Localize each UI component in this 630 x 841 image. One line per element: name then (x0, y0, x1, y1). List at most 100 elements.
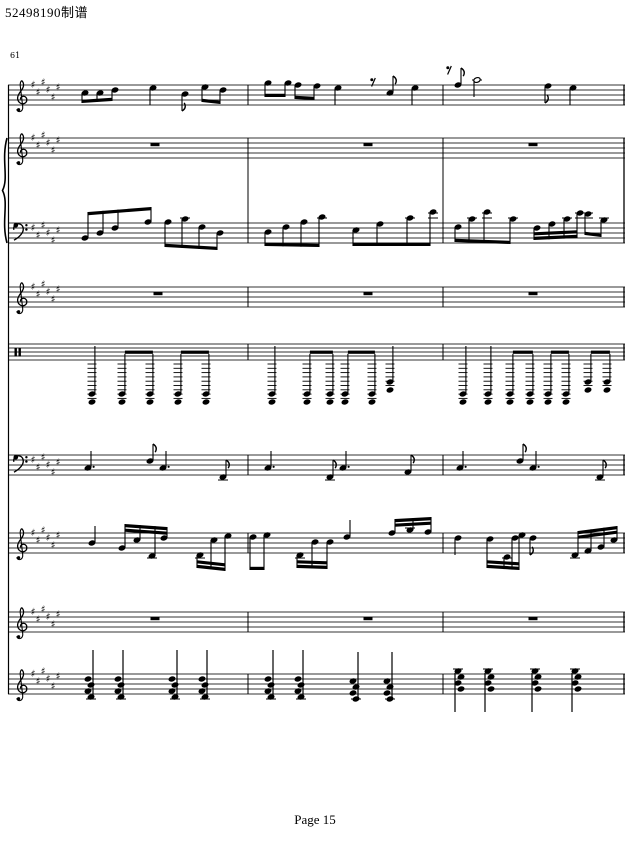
treble-clef-icon (16, 607, 24, 640)
beam (585, 231, 601, 237)
beam (197, 560, 225, 567)
sharp-icon: ♯ (41, 280, 46, 291)
notehead-icon (383, 678, 391, 684)
treble-clef-icon (16, 80, 28, 113)
treble-clef-icon (16, 528, 28, 561)
bass-clef-icon (25, 224, 28, 227)
sharp-icon: ♯ (31, 223, 36, 234)
sharp-icon: ♯ (46, 612, 51, 623)
notehead-icon (352, 696, 360, 702)
whole-rest-icon (150, 143, 160, 147)
eighth-flag-icon (225, 459, 230, 469)
sharp-icon: ♯ (41, 605, 46, 616)
staff-3-piano-lh-lines (8, 222, 625, 244)
sharp-icon: ♯ (31, 133, 36, 144)
treble-clef-icon (16, 607, 28, 632)
eighth-rest-icon (370, 78, 374, 82)
sharp-icon: ♯ (51, 295, 56, 306)
sharp-icon: ♯ (46, 674, 51, 685)
notehead-icon (571, 668, 579, 674)
treble-clef-icon (16, 282, 28, 315)
whole-rest-icon (363, 617, 373, 621)
page-footer: Page 15 (294, 812, 336, 827)
treble-clef-icon (17, 161, 21, 165)
augmentation-dot-icon (92, 465, 95, 468)
eighth-flag-icon (602, 459, 607, 469)
sharp-icon: ♯ (31, 282, 36, 293)
notehead-icon (383, 690, 391, 696)
beam (125, 528, 167, 535)
sharp-icon: ♯ (41, 131, 46, 142)
beam (297, 564, 327, 569)
notehead-icon (114, 676, 122, 682)
notehead-icon (457, 674, 465, 680)
notehead-icon (341, 399, 349, 405)
sharp-icon: ♯ (31, 607, 36, 618)
sharp-icon: ♯ (46, 85, 51, 96)
notehead-icon (171, 682, 179, 688)
sharp-icon: ♯ (36, 141, 41, 152)
notehead-icon (297, 694, 305, 700)
notehead-icon (201, 682, 209, 688)
beam (165, 243, 217, 250)
treble-clef-icon (16, 528, 28, 553)
sharp-icon: ♯ (41, 221, 46, 232)
sharp-icon: ♯ (41, 526, 46, 537)
sharp-icon: ♯ (36, 536, 41, 547)
beam (124, 350, 153, 354)
treble-clef-icon (16, 528, 24, 561)
whole-rest-icon (153, 292, 163, 296)
notehead-icon (198, 676, 206, 682)
whole-rest-icon (528, 292, 538, 296)
beam (353, 242, 430, 246)
sharp-icon: ♯ (41, 667, 46, 678)
whole-rest-icon (363, 143, 373, 147)
notehead-icon (267, 694, 275, 700)
bass-clef-icon (25, 460, 28, 463)
sharp-icon: ♯ (36, 290, 41, 301)
eighth-flag-icon (460, 67, 465, 77)
notehead-icon (84, 688, 92, 694)
notehead-icon (562, 399, 570, 405)
bass-clef-icon (25, 228, 28, 231)
treble-clef-icon (17, 697, 21, 701)
sharp-icon: ♯ (56, 458, 61, 469)
beam (512, 350, 533, 354)
notehead-icon (88, 399, 96, 405)
notehead-icon (267, 682, 275, 688)
sharp-icon: ♯ (36, 615, 41, 626)
treble-clef-icon (16, 669, 24, 702)
sharp-icon: ♯ (56, 672, 61, 683)
treble-clef-icon (16, 282, 24, 315)
beam (197, 564, 225, 571)
eighth-flag-icon (544, 94, 549, 104)
sharp-icon: ♯ (36, 463, 41, 474)
notehead-icon (454, 668, 462, 674)
beam (578, 530, 617, 539)
notehead-icon (294, 688, 302, 694)
beam (550, 350, 569, 354)
eighth-flag-icon (410, 454, 415, 464)
treble-clef-icon (16, 607, 28, 640)
bass-clef-icon (25, 456, 28, 459)
sharp-icon: ♯ (56, 136, 61, 147)
sharp-icon: ♯ (36, 88, 41, 99)
sharp-icon: ♯ (51, 541, 56, 552)
notehead-icon (368, 399, 376, 405)
sharp-icon: ♯ (51, 620, 56, 631)
beam (309, 350, 333, 354)
notehead-icon (386, 696, 394, 702)
percussion-clef-icon (14, 348, 17, 357)
notehead-icon (459, 399, 467, 405)
eighth-flag-icon (522, 443, 527, 453)
eighth-flag-icon (332, 459, 337, 469)
notehead-icon (603, 387, 611, 393)
treble-clef-icon (16, 669, 28, 694)
notehead-icon (574, 674, 582, 680)
notehead-icon (264, 688, 272, 694)
whole-rest-icon (363, 292, 373, 296)
notehead-icon (534, 686, 542, 692)
sharp-icon: ♯ (51, 146, 56, 157)
